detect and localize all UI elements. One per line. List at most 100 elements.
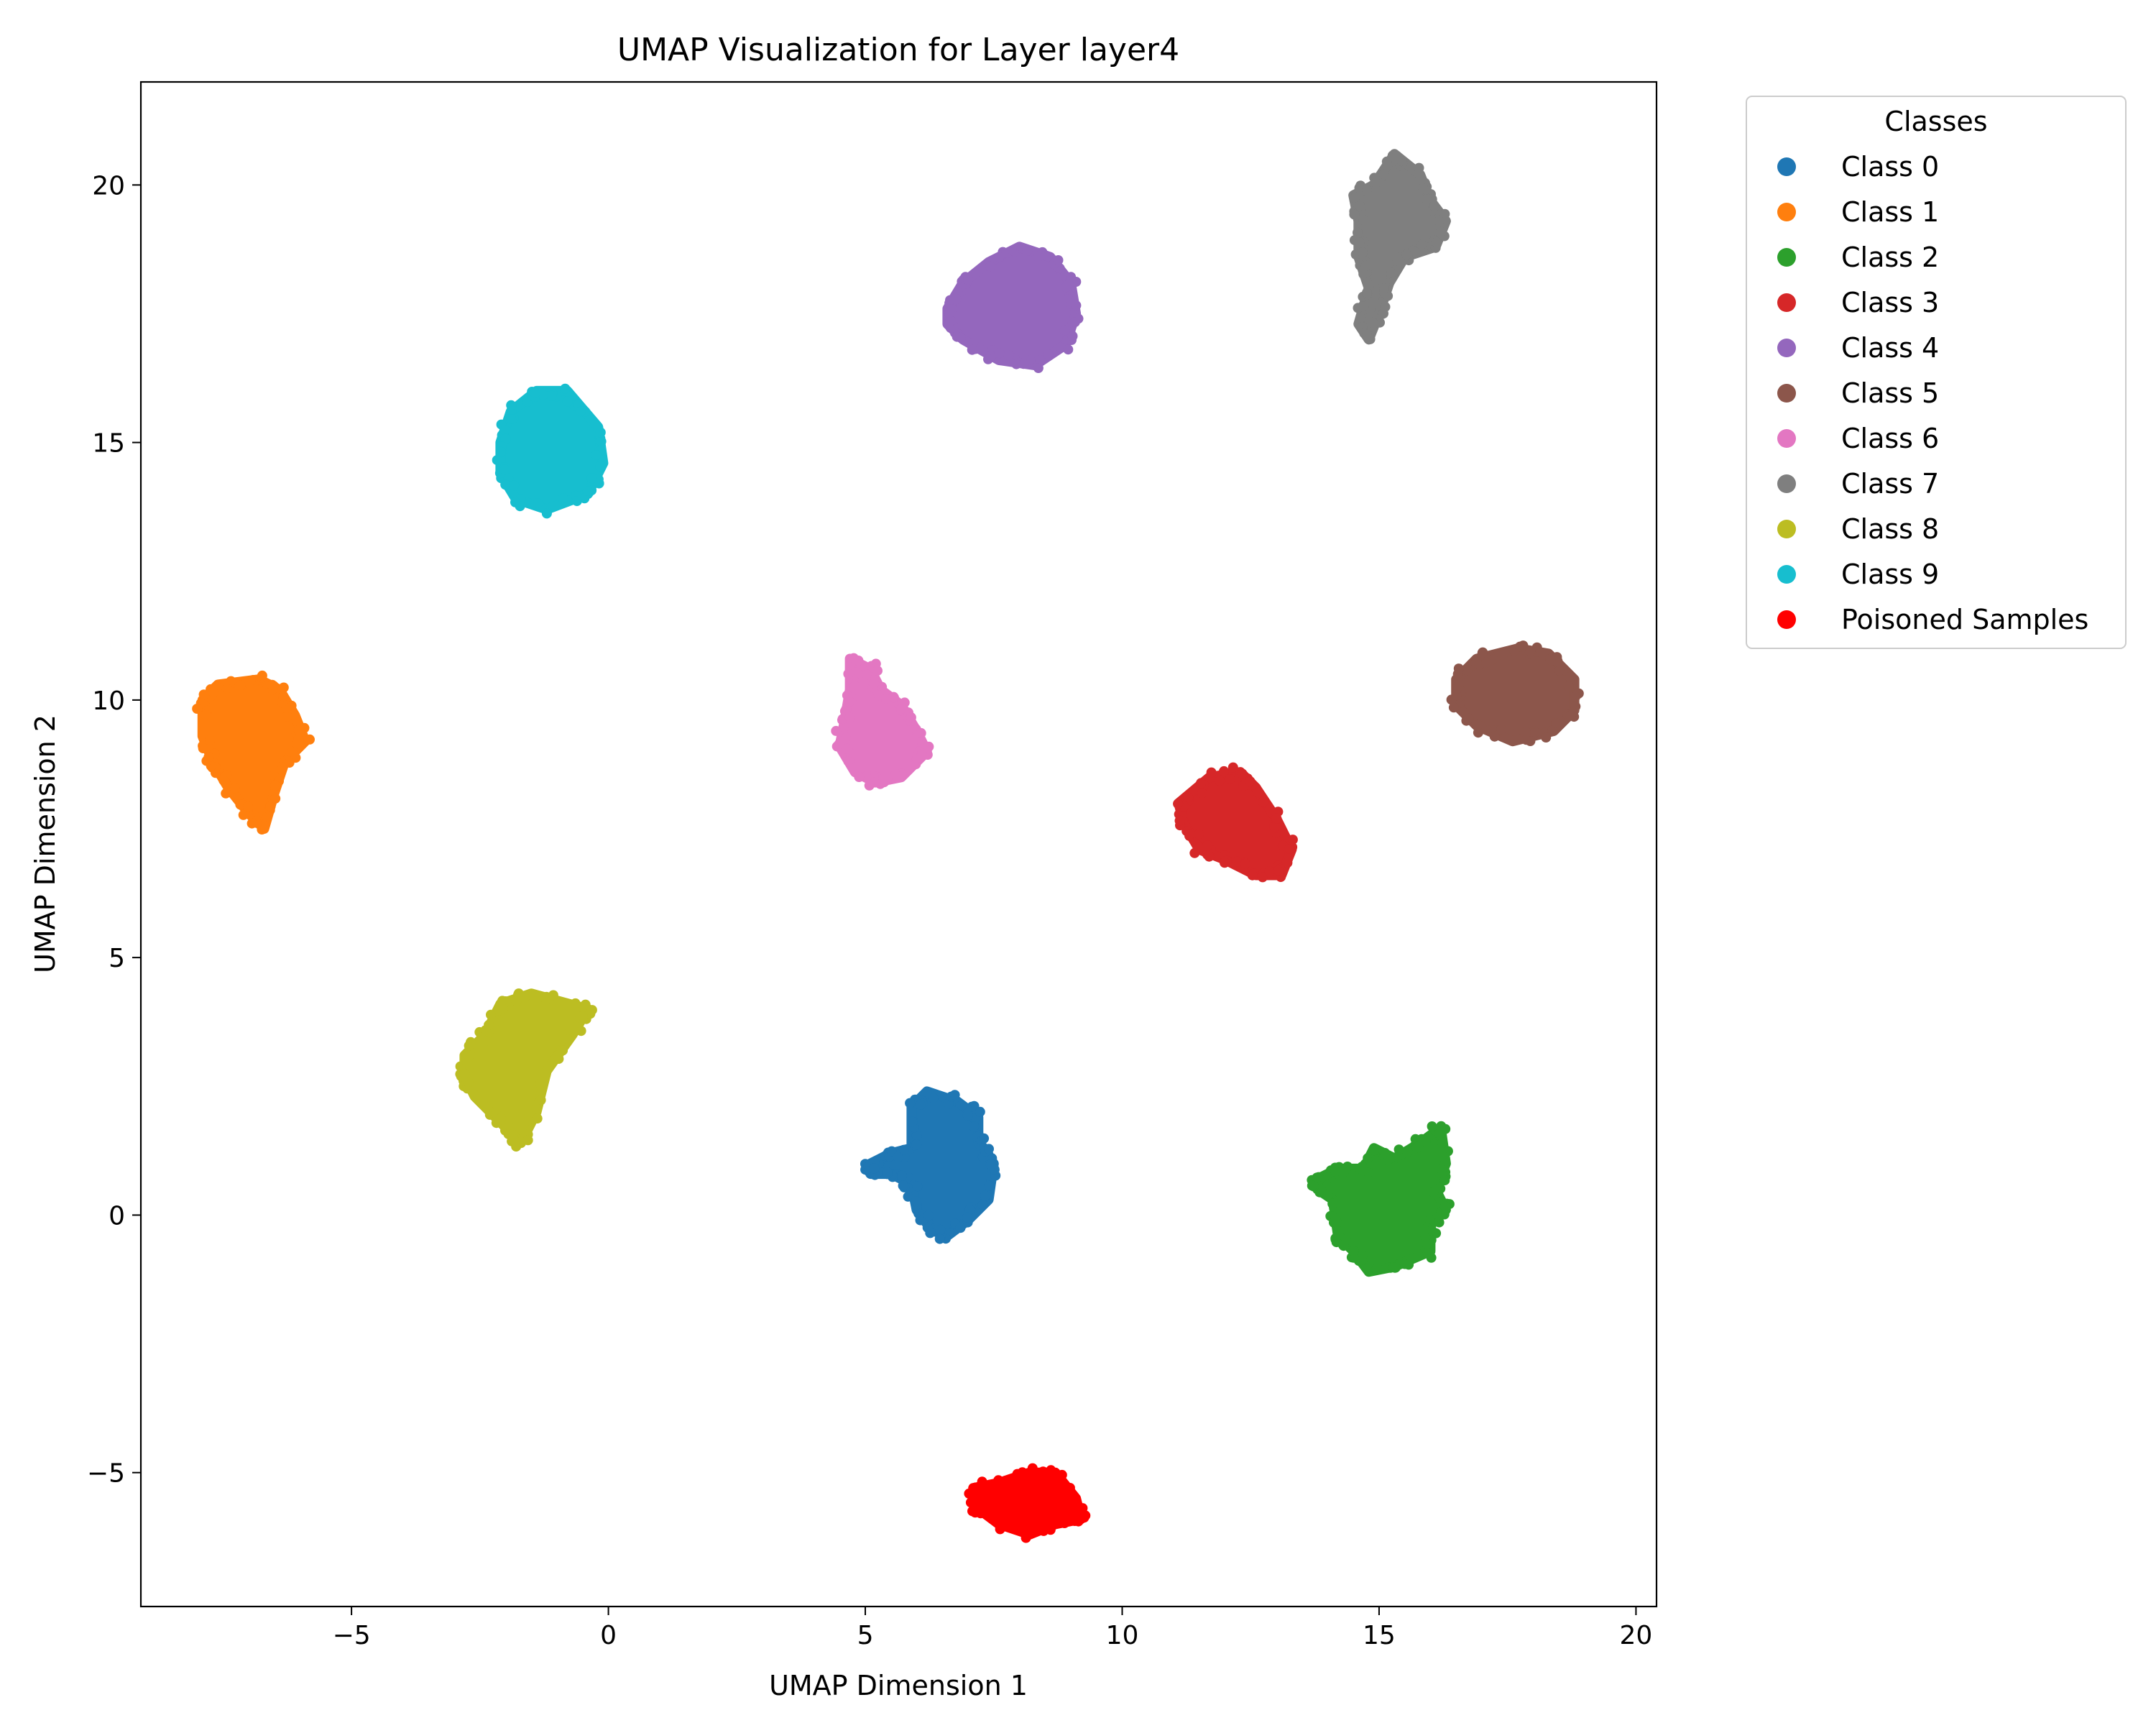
point-class-5: [1463, 713, 1474, 724]
point-class-2: [1439, 1209, 1450, 1220]
point-class-5: [1518, 640, 1529, 651]
point-class-8: [535, 1078, 545, 1089]
point-class-9: [546, 390, 557, 401]
legend-marker-class-4: [1777, 339, 1796, 357]
point-class-5: [1570, 691, 1581, 702]
point-class-2: [1357, 1162, 1368, 1172]
point-class-8: [553, 1054, 564, 1065]
point-poisoned-samples: [1036, 1473, 1047, 1484]
point-class-4: [1059, 325, 1070, 336]
plot-frame: [139, 81, 1658, 1608]
point-class-2: [1338, 1167, 1349, 1177]
y-tick-label: −5: [87, 1459, 125, 1489]
point-class-8: [497, 996, 507, 1006]
point-class-3: [1227, 762, 1238, 773]
point-class-9: [538, 390, 548, 400]
point-class-7: [1357, 301, 1368, 312]
point-class-7: [1353, 227, 1363, 238]
point-class-7: [1355, 201, 1365, 211]
point-class-1: [284, 758, 295, 768]
point-class-8: [463, 1076, 474, 1087]
point-class-2: [1416, 1134, 1427, 1144]
point-class-3: [1282, 858, 1293, 868]
legend-label-class-0: Class 0: [1841, 151, 1939, 183]
point-class-3: [1219, 766, 1230, 776]
point-class-0: [882, 1167, 893, 1177]
point-class-3: [1258, 796, 1268, 807]
series-class-0: [860, 1086, 1001, 1244]
point-class-1: [270, 780, 280, 791]
point-class-1: [270, 793, 281, 804]
point-class-3: [1225, 774, 1235, 785]
point-class-4: [1018, 359, 1029, 369]
point-class-2: [1437, 1164, 1447, 1175]
point-class-3: [1202, 840, 1213, 851]
x-tick-label: 0: [600, 1621, 617, 1650]
legend-marker-class-1: [1777, 203, 1796, 221]
point-class-2: [1439, 1201, 1450, 1212]
point-class-3: [1271, 813, 1282, 824]
point-class-7: [1378, 308, 1388, 319]
point-class-7: [1439, 208, 1450, 219]
point-class-2: [1434, 1217, 1445, 1228]
point-class-4: [994, 348, 1005, 359]
point-class-6: [862, 669, 872, 680]
point-class-9: [499, 464, 510, 475]
point-class-5: [1551, 718, 1562, 728]
point-class-2: [1330, 1233, 1341, 1244]
point-class-7: [1358, 269, 1369, 280]
point-poisoned-samples: [993, 1475, 1004, 1486]
legend-marker-class-3: [1777, 293, 1796, 312]
y-tick-label: 20: [92, 171, 125, 201]
point-class-1: [278, 691, 289, 702]
point-class-1: [305, 734, 315, 745]
point-class-3: [1287, 835, 1298, 845]
point-class-2: [1363, 1167, 1373, 1178]
point-class-6: [916, 753, 926, 763]
point-class-3: [1247, 870, 1258, 881]
point-class-4: [1043, 349, 1054, 359]
point-class-5: [1496, 725, 1507, 735]
point-poisoned-samples: [1012, 1469, 1023, 1479]
point-class-0: [923, 1210, 934, 1221]
point-class-6: [923, 741, 934, 752]
point-class-6: [872, 666, 883, 676]
point-class-2: [1338, 1241, 1349, 1251]
point-class-3: [1220, 858, 1230, 868]
point-poisoned-samples: [1079, 1512, 1089, 1523]
point-class-7: [1421, 194, 1432, 204]
point-class-3: [1206, 767, 1217, 778]
point-class-1: [218, 775, 229, 786]
point-class-5: [1521, 727, 1531, 737]
series-class-1: [192, 670, 315, 835]
point-class-7: [1386, 267, 1397, 278]
point-poisoned-samples: [964, 1488, 975, 1499]
point-class-2: [1348, 1246, 1359, 1256]
point-class-9: [560, 383, 571, 394]
point-class-6: [843, 756, 854, 767]
point-class-1: [257, 670, 267, 681]
y-axis: −5 0 5 10 15 20: [87, 171, 141, 1489]
legend-label-class-3: Class 3: [1841, 287, 1939, 318]
point-class-5: [1480, 658, 1491, 668]
point-class-2: [1422, 1238, 1432, 1249]
point-class-1: [265, 801, 276, 812]
point-class-8: [464, 1040, 474, 1051]
point-class-4: [983, 354, 993, 364]
point-class-3: [1194, 829, 1204, 840]
y-tick-label: 10: [92, 686, 125, 716]
point-class-2: [1402, 1146, 1413, 1157]
point-poisoned-samples: [1064, 1483, 1075, 1493]
point-class-7: [1383, 290, 1393, 301]
point-class-5: [1525, 645, 1536, 656]
point-class-2: [1372, 1263, 1383, 1274]
point-class-0: [964, 1205, 975, 1215]
y-tick-label: 0: [109, 1201, 125, 1231]
point-class-4: [1022, 245, 1033, 256]
legend-label-class-1: Class 1: [1841, 196, 1939, 228]
point-class-7: [1401, 249, 1412, 260]
point-class-0: [898, 1144, 909, 1155]
point-class-8: [510, 1136, 520, 1146]
point-class-3: [1215, 776, 1225, 786]
